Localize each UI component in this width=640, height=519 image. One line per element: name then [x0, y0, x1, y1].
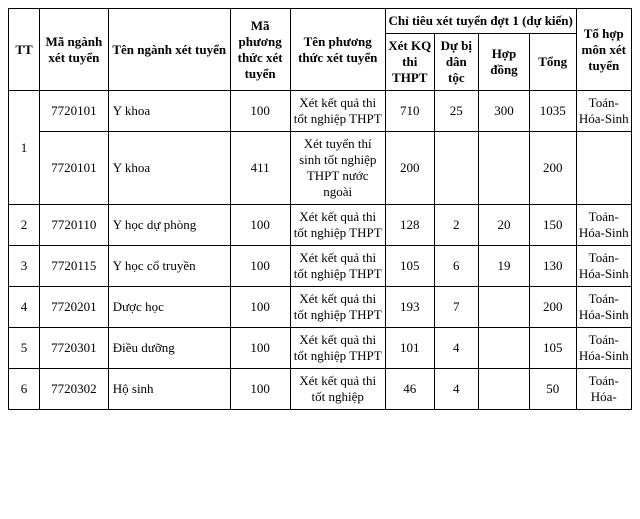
- header-ma-pt: Mã phương thức xét tuyển: [230, 9, 290, 91]
- cell-ma: 7720302: [40, 369, 109, 410]
- header-ten-nganh: Tên ngành xét tuyển: [108, 9, 230, 91]
- cell-tong: 105: [529, 328, 576, 369]
- header-hop-dong: Hợp đồng: [478, 34, 529, 91]
- table-row: 5 7720301 Điều dưỡng 100 Xét kết quả thi…: [9, 328, 632, 369]
- cell-tohop: Toán-Hóa-Sinh: [576, 91, 632, 132]
- cell-tenpt: Xét kết quả thi tốt nghiệp THPT: [290, 246, 385, 287]
- header-tt: TT: [9, 9, 40, 91]
- cell-ma: 7720301: [40, 328, 109, 369]
- cell-ma: 7720101: [40, 91, 109, 132]
- cell-tong: 130: [529, 246, 576, 287]
- cell-tt: 6: [9, 369, 40, 410]
- cell-kq: 128: [385, 205, 434, 246]
- cell-mapt: 100: [230, 246, 290, 287]
- cell-ma: 7720115: [40, 246, 109, 287]
- table-row: 7720101 Y khoa 411 Xét tuyển thí sinh tố…: [9, 132, 632, 205]
- table-row: 3 7720115 Y học cổ truyền 100 Xét kết qu…: [9, 246, 632, 287]
- cell-tong: 200: [529, 287, 576, 328]
- cell-dubi: 6: [434, 246, 478, 287]
- table-row: 2 7720110 Y học dự phòng 100 Xét kết quả…: [9, 205, 632, 246]
- cell-hd: [478, 369, 529, 410]
- cell-ten: Y khoa: [108, 132, 230, 205]
- table-row: 4 7720201 Dược học 100 Xét kết quả thi t…: [9, 287, 632, 328]
- cell-kq: 193: [385, 287, 434, 328]
- cell-tenpt: Xét kết quả thi tốt nghiệp: [290, 369, 385, 410]
- cell-mapt: 100: [230, 91, 290, 132]
- cell-mapt: 411: [230, 132, 290, 205]
- table-body: 1 7720101 Y khoa 100 Xét kết quả thi tốt…: [9, 91, 632, 410]
- cell-ma: 7720201: [40, 287, 109, 328]
- header-chi-tieu-group: Chỉ tiêu xét tuyển đợt 1 (dự kiến): [385, 9, 576, 34]
- cell-ten: Y học cổ truyền: [108, 246, 230, 287]
- cell-ma: 7720110: [40, 205, 109, 246]
- cell-ten: Hộ sinh: [108, 369, 230, 410]
- cell-hd: [478, 287, 529, 328]
- cell-dubi: 4: [434, 328, 478, 369]
- cell-dubi: 25: [434, 91, 478, 132]
- cell-mapt: 100: [230, 287, 290, 328]
- cell-dubi: [434, 132, 478, 205]
- cell-tohop: Toán-Hóa-Sinh: [576, 246, 632, 287]
- cell-mapt: 100: [230, 369, 290, 410]
- cell-tt: 2: [9, 205, 40, 246]
- header-du-bi: Dự bị dân tộc: [434, 34, 478, 91]
- cell-tt: 4: [9, 287, 40, 328]
- cell-hd: [478, 132, 529, 205]
- cell-mapt: 100: [230, 328, 290, 369]
- cell-mapt: 100: [230, 205, 290, 246]
- cell-tong: 200: [529, 132, 576, 205]
- cell-tt: 3: [9, 246, 40, 287]
- cell-tenpt: Xét kết quả thi tốt nghiệp THPT: [290, 287, 385, 328]
- cell-kq: 46: [385, 369, 434, 410]
- cell-kq: 101: [385, 328, 434, 369]
- cell-hd: 20: [478, 205, 529, 246]
- cell-ten: Dược học: [108, 287, 230, 328]
- table-row: 1 7720101 Y khoa 100 Xét kết quả thi tốt…: [9, 91, 632, 132]
- cell-hd: 19: [478, 246, 529, 287]
- cell-tohop: [576, 132, 632, 205]
- cell-hd: [478, 328, 529, 369]
- cell-tenpt: Xét kết quả thi tốt nghiệp THPT: [290, 205, 385, 246]
- admission-table: TT Mã ngành xét tuyển Tên ngành xét tuyể…: [8, 8, 632, 410]
- cell-tong: 150: [529, 205, 576, 246]
- cell-tohop: Toán-Hóa-Sinh: [576, 205, 632, 246]
- header-xet-kq: Xét KQ thi THPT: [385, 34, 434, 91]
- header-to-hop: Tổ hợp môn xét tuyển: [576, 9, 632, 91]
- header-ma-nganh: Mã ngành xét tuyển: [40, 9, 109, 91]
- cell-dubi: 7: [434, 287, 478, 328]
- cell-kq: 200: [385, 132, 434, 205]
- cell-tohop: Toán-Hóa-Sinh: [576, 328, 632, 369]
- cell-tohop: Toán-Hóa-Sinh: [576, 287, 632, 328]
- table-row: 6 7720302 Hộ sinh 100 Xét kết quả thi tố…: [9, 369, 632, 410]
- header-ten-pt: Tên phương thức xét tuyển: [290, 9, 385, 91]
- cell-kq: 105: [385, 246, 434, 287]
- cell-hd: 300: [478, 91, 529, 132]
- cell-ten: Y khoa: [108, 91, 230, 132]
- cell-ma: 7720101: [40, 132, 109, 205]
- cell-tohop: Toán-Hóa-: [576, 369, 632, 410]
- cell-ten: Điều dưỡng: [108, 328, 230, 369]
- cell-tt: 1: [9, 91, 40, 205]
- header-tong: Tổng: [529, 34, 576, 91]
- cell-kq: 710: [385, 91, 434, 132]
- cell-tenpt: Xét kết quả thi tốt nghiệp THPT: [290, 328, 385, 369]
- cell-dubi: 2: [434, 205, 478, 246]
- cell-tt: 5: [9, 328, 40, 369]
- cell-tenpt: Xét tuyển thí sinh tốt nghiệp THPT nước …: [290, 132, 385, 205]
- table-header: TT Mã ngành xét tuyển Tên ngành xét tuyể…: [9, 9, 632, 91]
- cell-ten: Y học dự phòng: [108, 205, 230, 246]
- cell-dubi: 4: [434, 369, 478, 410]
- cell-tenpt: Xét kết quả thi tốt nghiệp THPT: [290, 91, 385, 132]
- cell-tong: 1035: [529, 91, 576, 132]
- cell-tong: 50: [529, 369, 576, 410]
